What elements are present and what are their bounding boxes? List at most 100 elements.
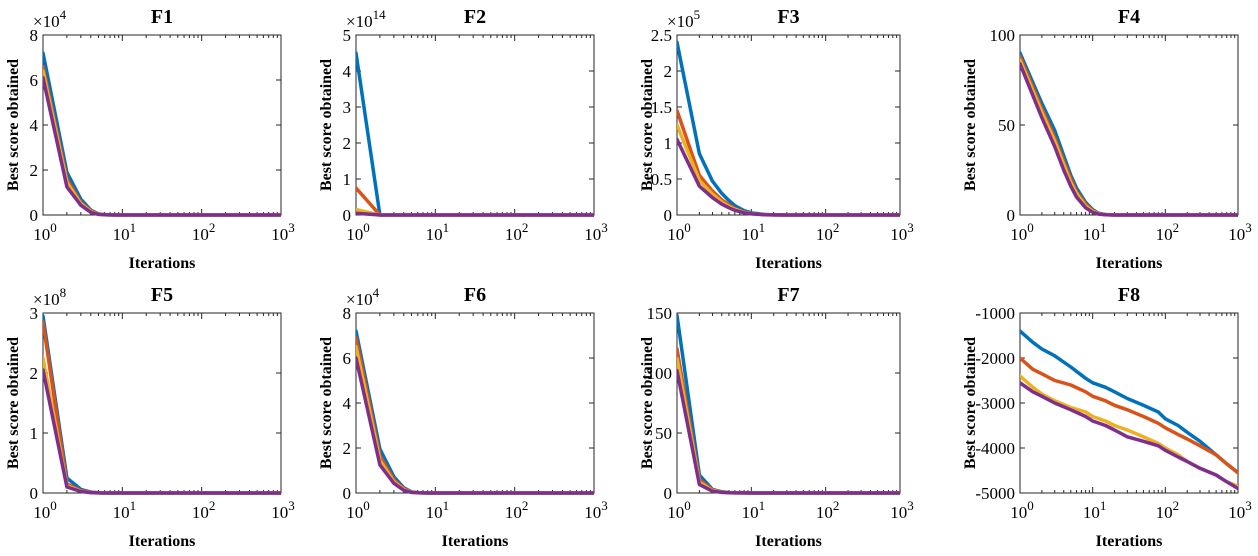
y-axis-label: Best score obtained — [639, 337, 656, 469]
y-tick-label: 2 — [343, 439, 352, 458]
series-line-2 — [677, 108, 900, 217]
y-axis-label: Best score obtained — [962, 59, 979, 191]
chart-panel-f1: 100 101 102 103 0 2 4 6 8×104 F1 Iterations Best sc… — [5, 6, 295, 272]
x-axis-label: Iterations — [442, 533, 509, 550]
x-tick-label: 103 — [1228, 220, 1252, 244]
y-tick-label: 0 — [1007, 206, 1016, 225]
series-line-3 — [677, 356, 900, 495]
y-tick-label: 3 — [30, 304, 39, 323]
x-tick-label: 102 — [192, 498, 216, 522]
chart-title: F1 — [151, 6, 173, 28]
chart-title: F6 — [464, 284, 486, 306]
y-tick-label: 2 — [664, 62, 673, 81]
y-tick-label: 50 — [998, 116, 1015, 135]
series-line-1 — [356, 51, 594, 217]
x-tick-label: 100 — [33, 220, 57, 244]
y-tick-label: 6 — [343, 349, 352, 368]
y-exponent-label: ×104 — [33, 7, 67, 31]
series-line-4 — [677, 137, 900, 217]
y-axis-label: Best score obtained — [5, 59, 22, 191]
y-tick-label: 8 — [30, 26, 39, 45]
y-tick-label: 1 — [664, 134, 673, 153]
y-tick-label: 1.5 — [651, 98, 672, 117]
x-tick-label: 100 — [346, 220, 370, 244]
y-tick-label: 2 — [30, 161, 39, 180]
x-tick-label: 101 — [1083, 220, 1107, 244]
chart-title: F5 — [151, 284, 173, 306]
x-tick-label: 100 — [667, 220, 691, 244]
y-axis-label: Best score obtained — [962, 337, 979, 469]
y-tick-label: 0.5 — [651, 170, 672, 189]
series-line-4 — [356, 211, 594, 217]
x-axis-label: Iterations — [755, 255, 822, 272]
x-tick-label: 103 — [271, 498, 295, 522]
y-tick-label: 50 — [655, 424, 672, 443]
y-axis-label: Best score obtained — [5, 337, 22, 469]
y-tick-label: 0 — [343, 484, 352, 503]
y-tick-label: 0 — [30, 206, 39, 225]
series-line-1 — [43, 51, 281, 217]
series-line-3 — [677, 123, 900, 217]
y-exponent-label: ×108 — [33, 285, 66, 309]
y-exponent-label: ×104 — [346, 285, 380, 309]
series-line-4 — [43, 368, 281, 495]
x-tick-label: 100 — [1010, 220, 1034, 244]
x-tick-label: 103 — [890, 220, 914, 244]
y-tick-label: 100 — [990, 26, 1016, 45]
chart-title: F2 — [464, 6, 486, 28]
y-tick-label: -5000 — [975, 484, 1015, 503]
x-axis-label: Iterations — [1096, 533, 1163, 550]
series-line-3 — [1020, 58, 1238, 217]
plot-area — [42, 312, 282, 494]
x-tick-label: 102 — [505, 498, 529, 522]
chart-panel-f7: 100 101 102 103 0 50 100 150 F7 Iterations Best sc… — [639, 284, 914, 550]
chart-title: F3 — [777, 6, 799, 28]
series-line-2 — [677, 347, 900, 495]
y-tick-label: -2000 — [975, 349, 1015, 368]
x-axis-label: Iterations — [755, 533, 822, 550]
x-tick-label: 102 — [505, 220, 529, 244]
x-axis-label: Iterations — [1096, 255, 1163, 272]
y-tick-label: 4 — [343, 394, 352, 413]
x-tick-label: 103 — [890, 498, 914, 522]
x-tick-label: 103 — [584, 498, 608, 522]
plot-area — [355, 34, 595, 216]
y-tick-label: 0 — [30, 484, 39, 503]
y-tick-label: 5 — [343, 26, 352, 45]
y-tick-label: -1000 — [975, 304, 1015, 323]
x-tick-label: 101 — [113, 220, 137, 244]
chart-panel-f3: 100 101 102 103 0 0.5 1 1.5 2 2.5×105 F3 Iterations… — [639, 6, 914, 272]
y-tick-label: 0 — [664, 206, 673, 225]
series-line-2 — [1020, 356, 1238, 475]
series-line-3 — [43, 356, 281, 495]
chart-panel-f2: 100 101 102 103 0 1 2 3 4 5×1014 F2 Best score obta… — [318, 6, 608, 244]
chart-title: F4 — [1118, 6, 1140, 28]
y-axis-label: Best score obtained — [639, 59, 656, 191]
series-line-1 — [1020, 329, 1238, 475]
plot-area — [355, 312, 595, 494]
y-tick-label: 1 — [343, 170, 352, 189]
series-line-1 — [677, 313, 900, 495]
x-tick-label: 103 — [271, 220, 295, 244]
x-axis-label: Iterations — [129, 255, 196, 272]
x-tick-label: 102 — [816, 220, 840, 244]
x-tick-label: 101 — [742, 498, 766, 522]
y-tick-label: 0 — [343, 206, 352, 225]
plot-area — [42, 34, 282, 216]
x-axis-label: Iterations — [129, 533, 196, 550]
x-tick-label: 102 — [1156, 498, 1180, 522]
x-tick-label: 100 — [346, 498, 370, 522]
series-line-4 — [677, 368, 900, 495]
y-tick-label: 0 — [664, 484, 673, 503]
y-tick-label: 2.5 — [651, 26, 672, 45]
series-line-4 — [43, 76, 281, 217]
plot-area — [676, 312, 901, 494]
x-tick-label: 101 — [113, 498, 137, 522]
chart-panel-f8: 100 101 102 103 -5000 -4000 -3000 -2000 -1000 F8 I… — [962, 284, 1252, 550]
x-tick-label: 101 — [426, 498, 450, 522]
x-tick-label: 101 — [742, 220, 766, 244]
x-tick-label: 102 — [192, 220, 216, 244]
y-tick-label: 2 — [343, 134, 352, 153]
y-exponent-label: ×105 — [667, 7, 700, 31]
